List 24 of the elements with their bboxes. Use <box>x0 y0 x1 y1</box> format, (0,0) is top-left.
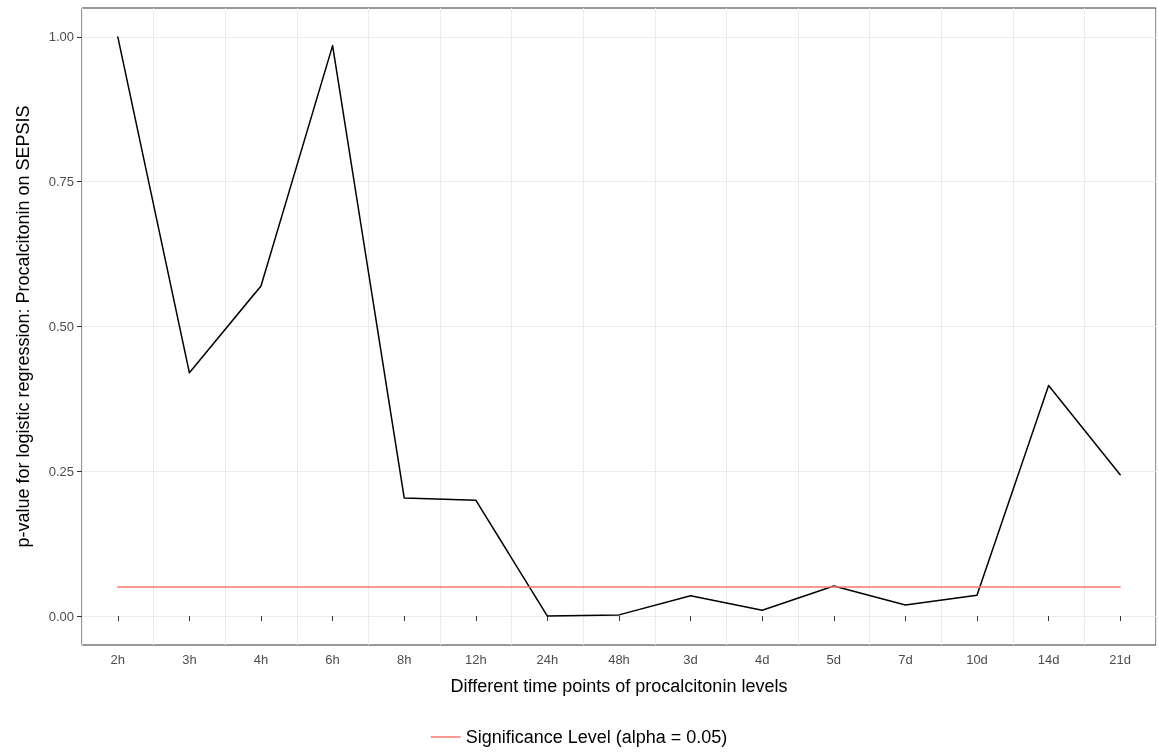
y-axis-title: p-value for logistic regression: Procalcitonin on SEPSIS <box>13 105 33 548</box>
x-tick-label: 2h <box>110 652 126 667</box>
x-tick-label: 10d <box>966 652 988 667</box>
x-tick-label: 7d <box>898 652 913 667</box>
x-tick-label: 21d <box>1109 652 1132 667</box>
x-tick-label: 12h <box>464 652 487 667</box>
y-tick-label: 0.50 <box>48 319 74 334</box>
x-tick-label: 4d <box>754 652 770 667</box>
x-tick-label: 14d <box>1037 652 1060 667</box>
y-tick-label: 0.75 <box>48 174 74 190</box>
x-tick-label: 24h <box>536 652 559 667</box>
legend-label: Significance Level (alpha = 0.05) <box>465 727 728 747</box>
x-tick-label: 8h <box>396 652 412 667</box>
x-tick-label: 6h <box>325 652 340 667</box>
x-tick-label: 3h <box>182 652 197 667</box>
x-tick-label: 3d <box>683 652 698 667</box>
y-tick-label: 1.00 <box>48 29 74 45</box>
y-tick-label: 0.25 <box>48 463 74 479</box>
line-series <box>117 36 1121 617</box>
x-tick-label: 5d <box>826 652 842 667</box>
x-tick-label: 4h <box>253 652 269 667</box>
y-tick-label: 0.00 <box>48 608 74 624</box>
x-tick-label: 48h <box>608 652 630 667</box>
x-axis-title: Different time points of procalcitonin levels <box>450 676 788 696</box>
